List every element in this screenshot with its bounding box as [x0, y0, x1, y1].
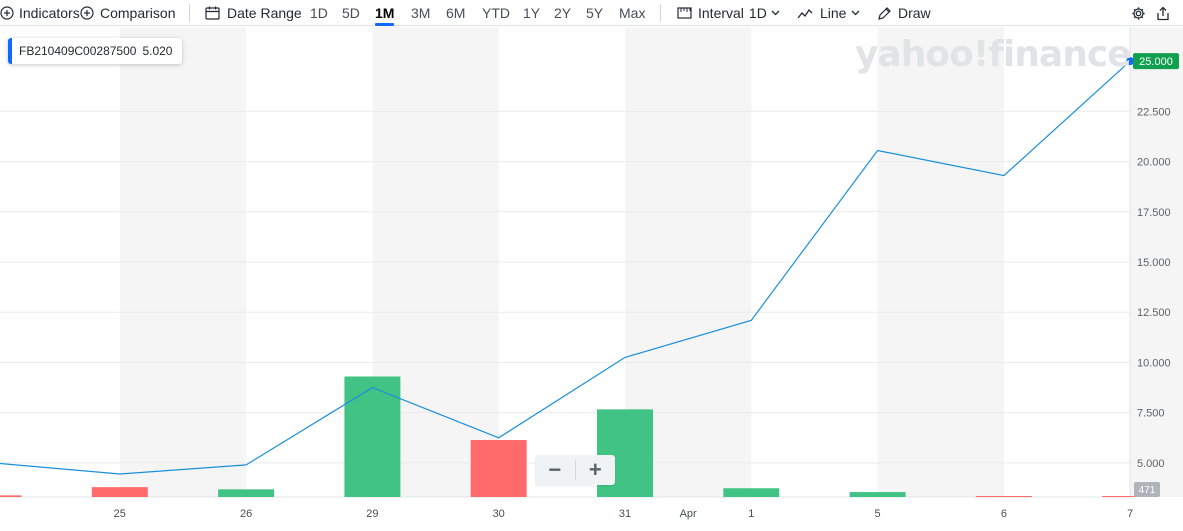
toolbar-divider — [189, 4, 190, 22]
interval-dropdown[interactable]: Interval 1D — [677, 0, 780, 26]
line-chart-icon — [797, 8, 813, 19]
range-6m[interactable]: 6M — [446, 5, 466, 21]
chart-toolbar: Indicators Comparison Date Range 1D 5D 1… — [0, 0, 1183, 26]
range-1y[interactable]: 1Y — [523, 5, 541, 21]
price-line — [0, 60, 1131, 475]
range-ytd[interactable]: YTD — [482, 5, 510, 21]
y-tick-label: 7.500 — [1137, 408, 1165, 420]
volume-bar — [218, 489, 275, 497]
range-5y[interactable]: 5Y — [586, 5, 604, 21]
zoom-out-button[interactable]: − — [548, 457, 562, 482]
range-1m[interactable]: 1M — [375, 0, 395, 26]
x-tick-label: 29 — [366, 508, 378, 520]
calendar-icon — [205, 6, 220, 20]
gear-icon — [1132, 6, 1145, 20]
x-tick-label: 7 — [1127, 508, 1133, 520]
x-tick-label: 31 — [619, 508, 631, 520]
draw-label: Draw — [898, 5, 931, 21]
last-price-badge — [1133, 53, 1179, 70]
share-icon — [1157, 6, 1169, 20]
last-price-dot — [1126, 57, 1135, 66]
y-tick-label: 17.500 — [1137, 207, 1171, 219]
pencil-icon — [878, 6, 891, 20]
x-tick-label: 6 — [1001, 508, 1007, 520]
x-tick-label: 1 — [748, 508, 754, 520]
last-price-label: 25.000 — [1139, 56, 1173, 68]
ruler-icon — [677, 7, 692, 19]
volume-bar — [849, 492, 906, 497]
settings-button[interactable] — [1131, 0, 1146, 26]
interval-label: Interval — [698, 5, 744, 21]
zoom-divider — [574, 460, 576, 480]
chart-type-label: Line — [820, 5, 847, 21]
zoom-in-button[interactable]: + — [588, 457, 602, 482]
x-tick-label: 25 — [114, 508, 126, 520]
volume-label: 471 — [1139, 485, 1156, 496]
x-tick-label: 5 — [875, 508, 881, 520]
quote-legend: FB210409C00287500 5.020 — [8, 38, 183, 64]
interval-value: 1D — [748, 5, 767, 21]
y-tick-label: 20.000 — [1137, 157, 1171, 169]
plus-circle-icon — [0, 6, 14, 20]
day-band — [1130, 27, 1183, 497]
range-5d[interactable]: 5D — [342, 5, 360, 21]
month-label: Apr — [680, 508, 697, 520]
y-tick-label: 12.500 — [1137, 307, 1171, 319]
indicators-button[interactable]: Indicators — [0, 0, 80, 26]
volume-bar — [0, 495, 22, 497]
range-3m[interactable]: 3M — [411, 5, 431, 21]
range-max[interactable]: Max — [619, 5, 646, 21]
comparison-label: Comparison — [100, 5, 176, 21]
volume-bar — [344, 376, 401, 497]
chevron-down-icon — [771, 10, 780, 16]
volume-bar — [470, 440, 527, 497]
comparison-button[interactable]: Comparison — [80, 0, 175, 26]
range-2y[interactable]: 2Y — [554, 5, 572, 21]
y-tick-label: 10.000 — [1137, 357, 1171, 369]
toolbar-divider — [660, 4, 661, 22]
y-tick-label: 15.000 — [1137, 257, 1171, 269]
zoom-controls: − + — [535, 455, 615, 485]
y-tick-label: 22.500 — [1137, 106, 1171, 118]
chart-type-dropdown[interactable]: Line — [797, 0, 860, 26]
x-tick-label: 26 — [240, 508, 252, 520]
date-range-button[interactable]: Date Range — [205, 0, 302, 26]
range-1d[interactable]: 1D — [310, 5, 328, 21]
volume-bar — [723, 488, 780, 497]
share-button[interactable] — [1156, 0, 1170, 26]
yahoo-finance-logo: yahoo!finance — [855, 34, 1132, 75]
x-tick-label: 30 — [493, 508, 505, 520]
volume-bar — [91, 487, 148, 497]
date-range-label: Date Range — [227, 5, 302, 21]
plus-circle-icon — [80, 6, 94, 20]
volume-badge — [1134, 482, 1160, 497]
volume-bar — [1102, 496, 1159, 497]
chevron-down-icon — [852, 10, 860, 16]
volume-bar — [975, 496, 1032, 497]
y-tick-label: 5.000 — [1137, 458, 1165, 470]
draw-button[interactable]: Draw — [877, 0, 931, 26]
quote-value: 5.020 — [142, 44, 173, 58]
indicators-label: Indicators — [19, 5, 80, 21]
price-chart[interactable]: 5.000 7.500 10.000 12.500 15.000 17.500 20.000… — [0, 27, 1183, 531]
quote-symbol: FB210409C00287500 — [19, 44, 137, 58]
